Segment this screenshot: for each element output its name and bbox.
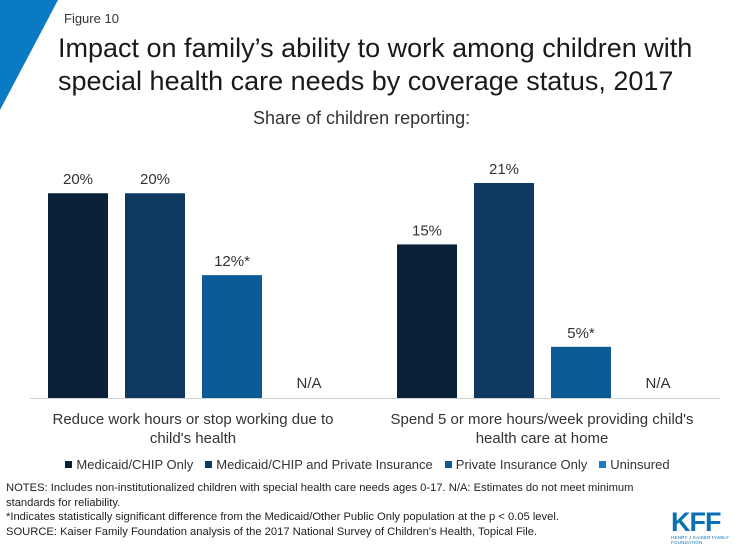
legend-item: Private Insurance Only xyxy=(444,457,588,472)
legend-item: Medicaid/CHIP Only xyxy=(65,457,193,472)
logo-subtext: HENRY J KAISER FAMILY FOUNDATION xyxy=(671,535,729,545)
figure-label: Figure 10 xyxy=(64,11,119,26)
legend-label: Private Insurance Only xyxy=(455,457,588,472)
category-label: Reduce work hours or stop working due to… xyxy=(53,411,334,447)
chart-subtitle: Share of children reporting: xyxy=(253,108,471,128)
legend-swatch xyxy=(65,461,73,468)
bar xyxy=(551,346,611,398)
category-label: Spend 5 or more hours/week providing chi… xyxy=(390,411,693,447)
significance-note: *Indicates statistically significant dif… xyxy=(6,511,559,523)
logo-wordmark: KFF xyxy=(671,507,721,537)
data-label: 20% xyxy=(63,171,93,188)
bar xyxy=(48,193,108,398)
data-label: 15% xyxy=(412,222,442,239)
legend-swatch xyxy=(205,461,213,468)
legend-label: Medicaid/CHIP and Private Insurance xyxy=(216,457,433,472)
data-label: N/A xyxy=(296,375,321,392)
kff-logo: KFF HENRY J KAISER FAMILY FOUNDATION xyxy=(671,507,729,546)
bar xyxy=(397,244,457,398)
legend-item: Medicaid/CHIP and Private Insurance xyxy=(205,457,433,472)
chart-title: Impact on family’s ability to work among… xyxy=(58,33,693,96)
data-label: 20% xyxy=(140,171,170,188)
bar xyxy=(125,193,185,398)
legend-label: Uninsured xyxy=(610,457,670,472)
footnotes: NOTES: Includes non-institutionalized ch… xyxy=(6,481,646,539)
legend: Medicaid/CHIP Only Medicaid/CHIP and Pri… xyxy=(0,457,735,472)
bar-chart: 20% 20% 12%* N/A Reduce work hours or stop w… xyxy=(30,161,720,447)
data-label: 12%* xyxy=(214,253,250,270)
data-label: N/A xyxy=(645,375,670,392)
legend-item: Uninsured xyxy=(599,457,670,472)
legend-label: Medicaid/CHIP Only xyxy=(76,457,194,472)
bar xyxy=(202,275,262,398)
source-line: SOURCE: Kaiser Family Foundation analysi… xyxy=(6,525,538,538)
notes-line: NOTES: Includes non-institutionalized ch… xyxy=(6,482,634,509)
legend-swatch xyxy=(444,461,452,468)
legend-swatch xyxy=(599,461,607,468)
data-label: 5%* xyxy=(567,325,595,342)
data-label: 21% xyxy=(489,161,519,178)
bar xyxy=(474,183,534,398)
